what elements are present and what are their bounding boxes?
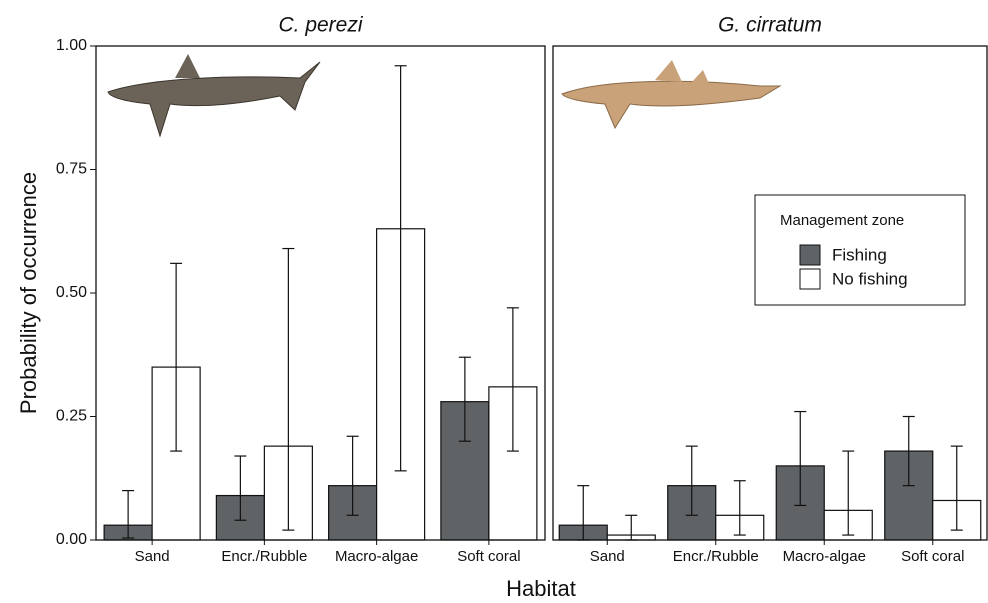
y-tick-label: 1.00 [56,37,87,54]
x-tick-label: Sand [135,548,170,565]
error-bar [170,262,183,452]
error-bar [842,450,855,536]
y-tick-label: 0.50 [56,284,87,301]
panel-frame [95,45,546,541]
panel-frame [552,45,988,541]
panel-title: C. perezi [278,14,363,37]
error-bar [234,455,247,521]
legend-label: Fishing [832,245,887,264]
error-bar [506,307,519,452]
shark-illustration [107,54,782,138]
x-tick-label: Encr./Rubble [221,548,307,565]
x-tick-label: Macro-algae [783,548,866,565]
error-bar [458,356,471,442]
legend-label: No fishing [832,269,908,288]
x-tick-label: Encr./Rubble [673,548,759,565]
panel-title: G. cirratum [718,14,822,37]
legend-title: Management zone [780,212,904,229]
legend-swatch [799,268,821,290]
x-tick-label: Sand [590,548,625,565]
y-tick-label: 0.25 [56,408,87,425]
x-tick-label: Soft coral [457,548,520,565]
error-bar [794,410,807,507]
error-bar [122,490,135,539]
y-tick-label: 0.75 [56,161,87,178]
legend-box [754,194,966,306]
error-bar [733,480,746,536]
error-bar [282,247,295,531]
error-bar [346,435,359,516]
x-tick-label: Macro-algae [335,548,418,565]
error-bar [394,65,407,472]
x-axis-label: Habitat [506,576,576,601]
legend-swatch [799,244,821,266]
error-bar [685,445,698,516]
y-axis-label: Probability of occurrence [16,172,41,414]
error-bar [950,445,963,531]
error-bar [902,415,915,487]
x-tick-label: Soft coral [901,548,964,565]
y-tick-label: 0.00 [56,531,87,548]
